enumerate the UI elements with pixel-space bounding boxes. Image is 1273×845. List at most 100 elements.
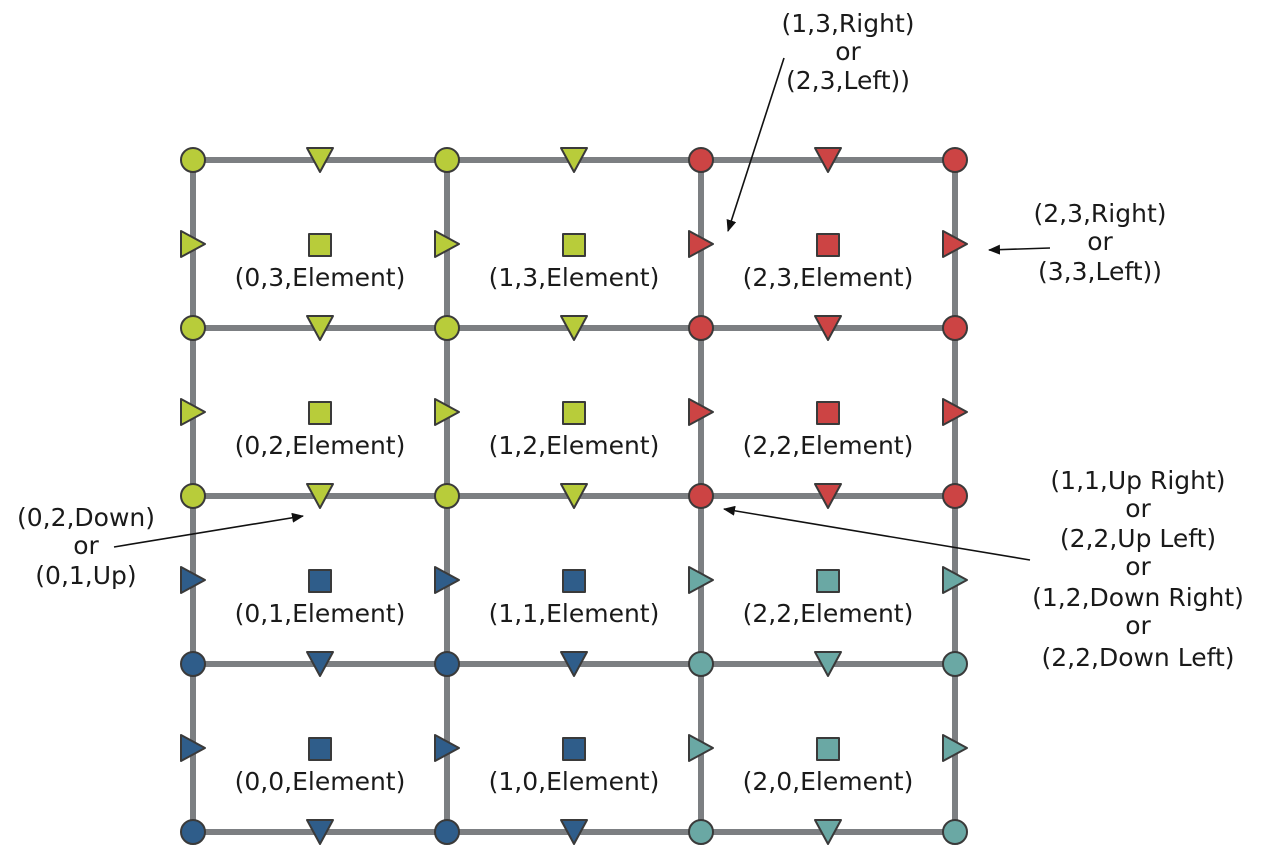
cell-label: (2,2,Element) xyxy=(743,599,914,628)
callout-right-top-arrow xyxy=(988,244,1051,255)
cell-label: (0,0,Element) xyxy=(235,767,406,796)
vertex-marker xyxy=(688,483,714,509)
callout-right-top-line-1: (2,3,Right) xyxy=(1033,199,1166,228)
edge-marker-right xyxy=(942,398,968,426)
vertex-marker xyxy=(942,315,968,341)
edge-marker-right xyxy=(180,230,206,258)
edge-markers xyxy=(180,147,968,845)
edge-marker-down xyxy=(814,147,842,173)
edge-marker-right xyxy=(434,566,460,594)
vertex-marker xyxy=(942,819,968,845)
edge-marker-right xyxy=(688,230,714,258)
callout-left-arrow xyxy=(113,512,304,548)
edge-marker-right xyxy=(688,566,714,594)
vertex-marker xyxy=(180,315,206,341)
callout-right-top-line-2: or xyxy=(1087,227,1113,256)
vertex-marker xyxy=(180,819,206,845)
cell-label: (1,2,Element) xyxy=(489,431,660,460)
cell-label: (1,1,Element) xyxy=(489,599,660,628)
edge-marker-right xyxy=(434,398,460,426)
cell-labels: (0,3,Element) (1,3,Element) (2,3,Element) (… xyxy=(235,263,914,796)
cell-center-marker xyxy=(816,569,840,593)
edge-marker-right xyxy=(942,734,968,762)
cell-center-marker xyxy=(308,233,332,257)
cell-label: (2,2,Element) xyxy=(743,431,914,460)
cell-center-marker xyxy=(816,737,840,761)
vertex-markers xyxy=(180,147,968,845)
vertex-marker xyxy=(942,651,968,677)
cell-center-marker xyxy=(308,569,332,593)
edge-marker-right xyxy=(942,230,968,258)
callout-left-line-1: (0,2,Down) xyxy=(17,503,155,532)
callout-right-bottom-line-7: (2,2,Down Left) xyxy=(1041,643,1234,672)
cell-center-marker xyxy=(816,401,840,425)
callout-top-arrow xyxy=(726,57,785,232)
vertex-marker xyxy=(942,147,968,173)
vertex-marker xyxy=(434,819,460,845)
cell-centers xyxy=(308,233,840,761)
cell-center-marker xyxy=(562,233,586,257)
vertex-marker xyxy=(434,651,460,677)
vertex-marker xyxy=(434,315,460,341)
vertex-marker xyxy=(688,651,714,677)
callout-top-line-3: (2,3,Left)) xyxy=(786,66,910,95)
callout-right-bottom-line-2: or xyxy=(1125,494,1151,523)
vertex-marker xyxy=(688,147,714,173)
edge-marker-right xyxy=(434,230,460,258)
edge-marker-down xyxy=(306,315,334,341)
edge-marker-right xyxy=(180,566,206,594)
edge-marker-right xyxy=(688,398,714,426)
callout-left: (0,2,Down) or (0,1,Up) xyxy=(17,503,304,590)
vertex-marker xyxy=(688,819,714,845)
cell-center-marker xyxy=(562,569,586,593)
vertex-marker xyxy=(180,651,206,677)
callout-left-line-2: or xyxy=(73,531,99,560)
edge-marker-down xyxy=(814,651,842,677)
edge-marker-down xyxy=(560,147,588,173)
edge-marker-down xyxy=(814,819,842,845)
callout-right-bottom-arrow xyxy=(723,505,1031,561)
callout-right-bottom: (1,1,Up Right) or (2,2,Up Left) or (1,2,… xyxy=(723,466,1244,672)
cell-center-marker xyxy=(308,401,332,425)
callout-right-bottom-line-3: (2,2,Up Left) xyxy=(1060,524,1216,553)
edge-marker-down xyxy=(306,819,334,845)
cell-center-marker xyxy=(308,737,332,761)
callout-right-top-line-3: (3,3,Left)) xyxy=(1038,257,1162,286)
edge-marker-down xyxy=(306,147,334,173)
callout-right-bottom-line-1: (1,1,Up Right) xyxy=(1050,466,1225,495)
callout-right-bottom-line-4: or xyxy=(1125,552,1151,581)
edge-marker-down xyxy=(560,315,588,341)
callout-left-line-3: (0,1,Up) xyxy=(35,561,136,590)
cell-label: (0,2,Element) xyxy=(235,431,406,460)
callout-right-bottom-line-5: (1,2,Down Right) xyxy=(1032,583,1244,612)
edge-marker-down xyxy=(306,483,334,509)
edge-marker-right xyxy=(180,398,206,426)
vertex-marker xyxy=(688,315,714,341)
callout-top-line-1: (1,3,Right) xyxy=(781,9,914,38)
cell-label: (0,3,Element) xyxy=(235,263,406,292)
cell-label: (1,0,Element) xyxy=(489,767,660,796)
edge-marker-down xyxy=(560,819,588,845)
vertex-marker xyxy=(434,483,460,509)
vertex-marker xyxy=(434,147,460,173)
cell-label: (0,1,Element) xyxy=(235,599,406,628)
callout-right-bottom-line-6: or xyxy=(1125,611,1151,640)
edge-marker-right xyxy=(942,566,968,594)
cell-center-marker xyxy=(562,737,586,761)
edge-marker-down xyxy=(560,651,588,677)
cell-label: (2,0,Element) xyxy=(743,767,914,796)
callout-top-line-2: or xyxy=(835,37,861,66)
edge-marker-down xyxy=(814,315,842,341)
vertex-marker xyxy=(180,147,206,173)
edge-marker-down xyxy=(306,651,334,677)
cell-center-marker xyxy=(562,401,586,425)
edge-marker-right xyxy=(180,734,206,762)
vertex-marker xyxy=(180,483,206,509)
vertex-marker xyxy=(942,483,968,509)
cell-center-marker xyxy=(816,233,840,257)
callout-right-top: (2,3,Right) or (3,3,Left)) xyxy=(988,199,1167,286)
cell-label: (1,3,Element) xyxy=(489,263,660,292)
cell-label: (2,3,Element) xyxy=(743,263,914,292)
edge-marker-right xyxy=(434,734,460,762)
